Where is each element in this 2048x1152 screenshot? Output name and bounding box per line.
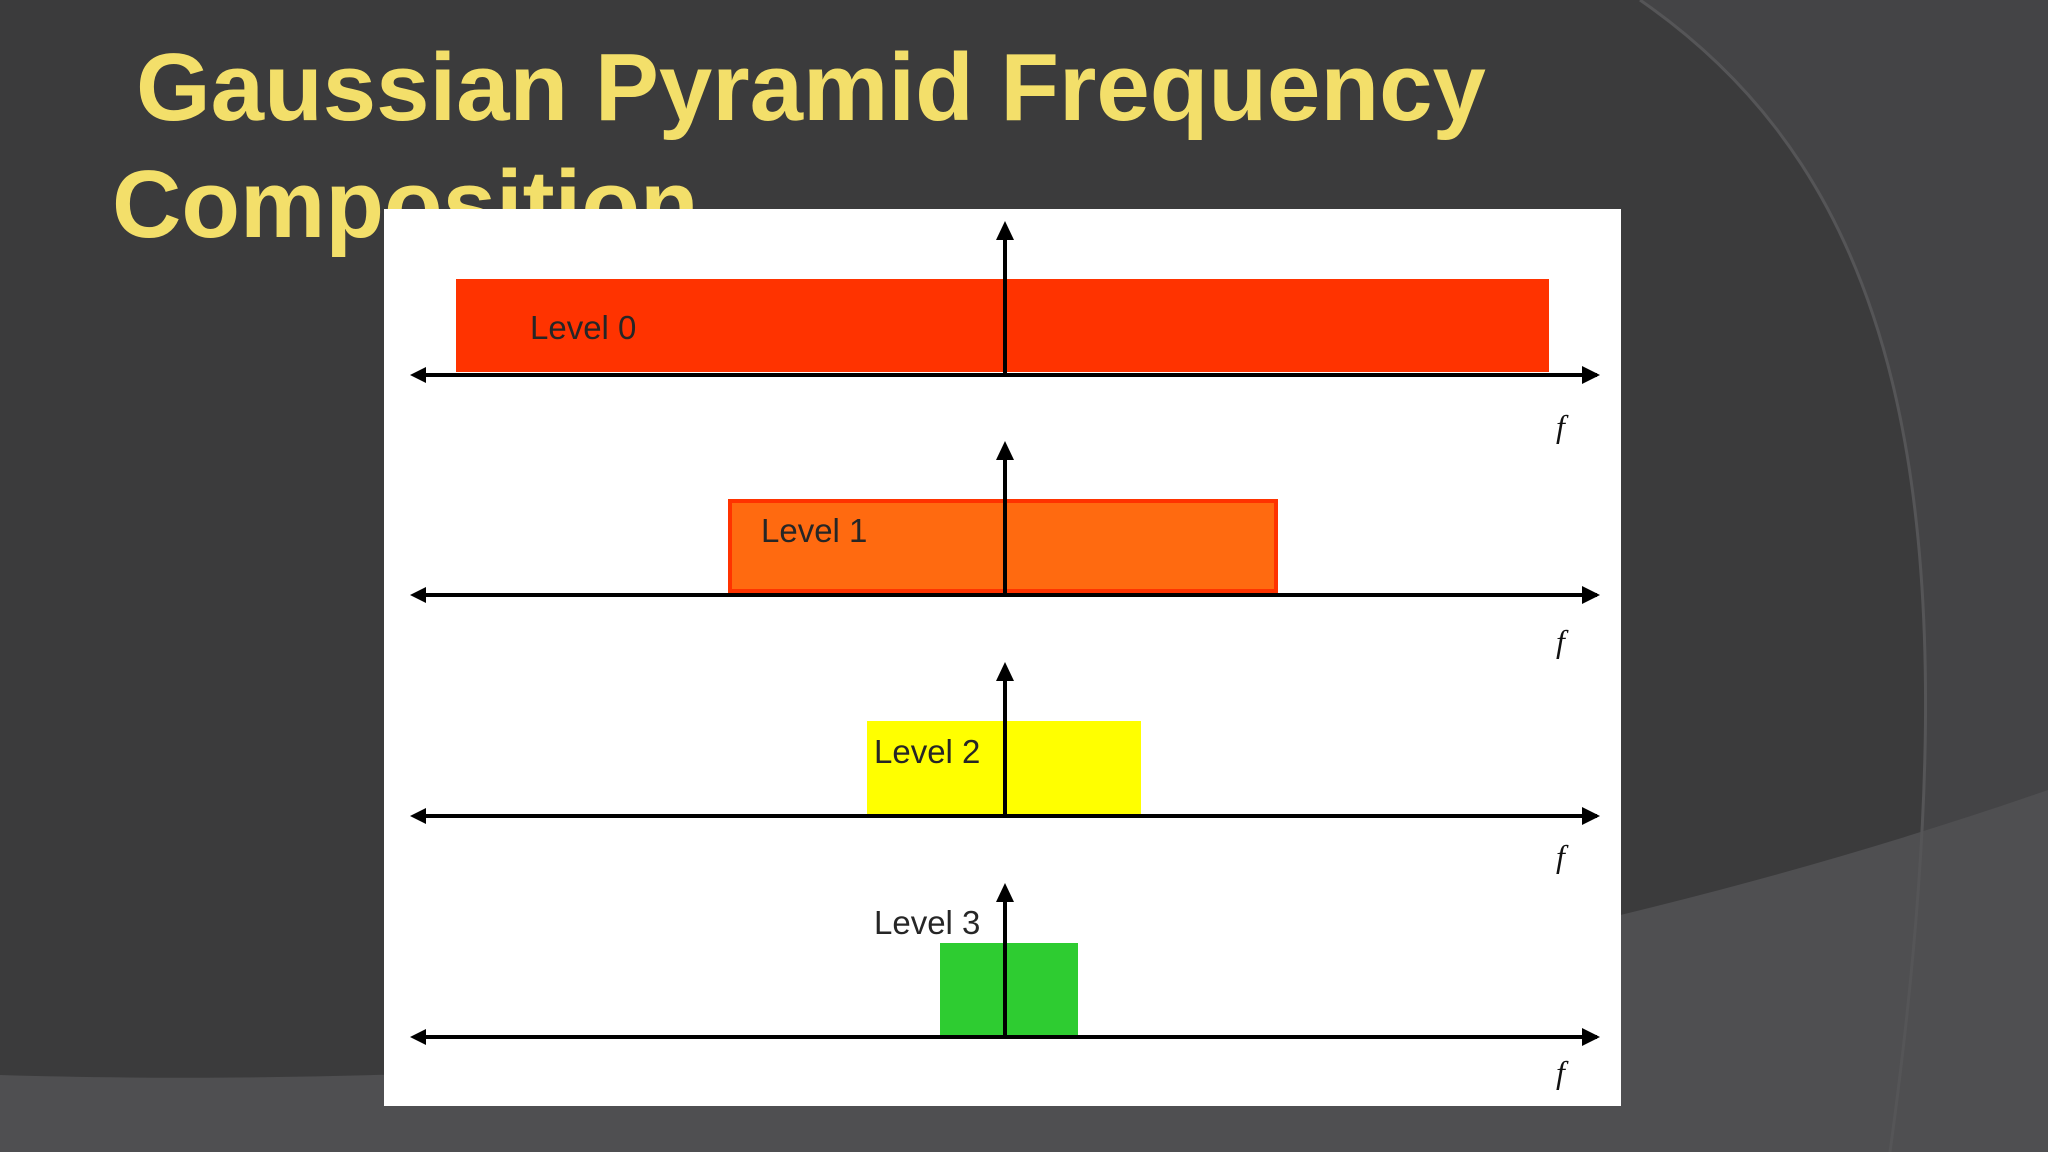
level-3-axis-arrow-left: [410, 1029, 426, 1045]
frequency-diagram-panel: Level 0 f Level 1 f: [384, 209, 1621, 1106]
background-arc-line: [1639, 0, 1928, 1152]
level-3-label: Level 3: [874, 904, 980, 941]
level-3-axis-arrow-right: [1582, 1028, 1600, 1046]
level-0-axis-arrow-right: [1582, 366, 1600, 384]
level-2-label: Level 2: [874, 733, 980, 770]
level-1-label: Level 1: [761, 512, 867, 549]
level-3-band: [940, 943, 1078, 1038]
level-2-vertical-arrow: [996, 662, 1014, 681]
level-2-plot: Level 2 f: [410, 662, 1600, 874]
level-2-axis-arrow-left: [410, 808, 426, 824]
level-3-axis-label: f: [1556, 1054, 1569, 1090]
level-1-plot: Level 1 f: [410, 441, 1600, 659]
level-3-plot: Level 3 f: [410, 883, 1600, 1090]
slide-title-line-1: Gaussian Pyramid Frequency: [136, 34, 1486, 141]
level-1-vertical-arrow: [996, 441, 1014, 460]
level-1-axis-label: f: [1556, 623, 1569, 659]
level-0-vertical-arrow: [996, 221, 1014, 240]
level-1-axis-arrow-right: [1582, 586, 1600, 604]
level-0-axis-label: f: [1556, 408, 1569, 444]
level-0-axis-arrow-left: [410, 367, 426, 383]
level-2-axis-label: f: [1556, 838, 1569, 874]
level-1-axis-arrow-left: [410, 587, 426, 603]
level-2-axis-arrow-right: [1582, 807, 1600, 825]
level-0-label: Level 0: [530, 309, 636, 346]
level-0-band: [456, 279, 1549, 372]
frequency-diagram: Level 0 f Level 1 f: [410, 221, 1600, 1090]
level-0-plot: Level 0 f: [410, 221, 1600, 444]
level-3-vertical-arrow: [996, 883, 1014, 902]
